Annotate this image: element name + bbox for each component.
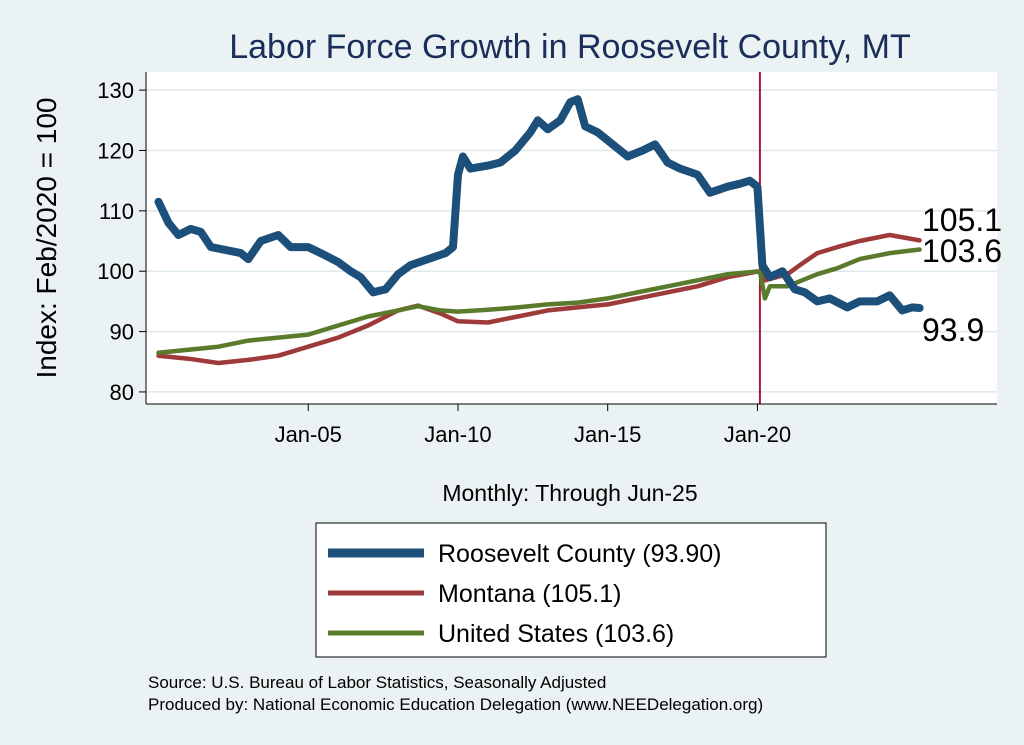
x-axis-label: Monthly: Through Jun-25: [442, 480, 697, 506]
series-line-0: [154, 95, 924, 315]
x-tick-label: Jan-05: [275, 422, 342, 447]
series-lines: [154, 95, 924, 366]
chart-title: Labor Force Growth in Roosevelt County, …: [229, 28, 911, 66]
gridlines: [146, 72, 997, 404]
legend-label-us: United States (103.6): [438, 620, 674, 648]
producer-note: Produced by: National Economic Education…: [148, 695, 763, 714]
source-note: Source: U.S. Bureau of Labor Statistics,…: [148, 673, 606, 692]
y-tick-label: 110: [99, 199, 134, 224]
y-tick-label: 80: [110, 380, 134, 405]
end-label-2: 103.6: [922, 233, 1002, 269]
legend-label-montana: Montana (105.1): [438, 580, 621, 608]
x-axis-ticks: Jan-05 Jan-10 Jan-15 Jan-20: [275, 404, 791, 447]
legend-label-roosevelt: Roosevelt County (93.90): [438, 540, 721, 568]
end-label-1: 105.1: [922, 202, 1002, 238]
y-axis-label: Index: Feb/2020 = 100: [31, 98, 62, 379]
plot-area: [146, 72, 997, 404]
x-tick-label: Jan-10: [424, 422, 491, 447]
y-tick-label: 100: [97, 259, 134, 284]
legend: Roosevelt County (93.90) Montana (105.1)…: [315, 522, 827, 658]
y-tick-label: 120: [97, 138, 134, 163]
y-axis-ticks: 80 90 100 110 120 130: [97, 78, 146, 405]
series-line-1: [156, 232, 922, 366]
x-tick-label: Jan-15: [574, 422, 641, 447]
y-tick-label: 130: [97, 78, 134, 103]
x-tick-label: Jan-20: [724, 422, 791, 447]
y-tick-label: 90: [110, 320, 134, 345]
end-label-0: 93.9: [922, 312, 984, 348]
